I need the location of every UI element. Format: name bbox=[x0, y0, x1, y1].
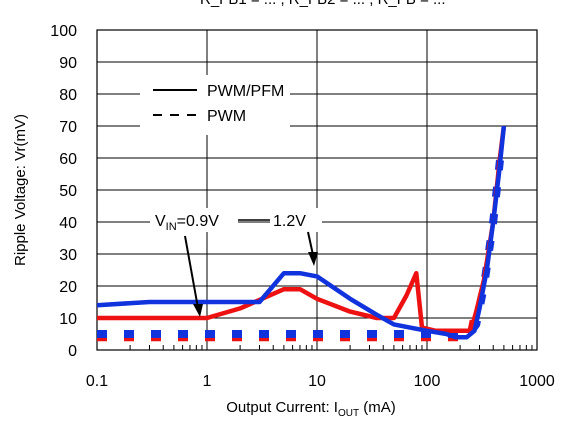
y-tick-label: 40 bbox=[59, 215, 77, 232]
y-tick-label: 100 bbox=[50, 23, 77, 40]
x-axis-label-tail: (mA) bbox=[359, 399, 396, 416]
x-axis-label-sub: OUT bbox=[338, 408, 359, 419]
annotation-vin-sub: IN bbox=[166, 221, 177, 233]
y-tick-label: 50 bbox=[59, 183, 77, 200]
annotation-arrow-1.2v bbox=[307, 231, 314, 256]
x-tick-label: 0.1 bbox=[86, 373, 108, 390]
y-tick-labels: 0 10 20 30 40 50 60 70 80 90 100 bbox=[50, 23, 77, 360]
annotation-arrowhead-1.2v bbox=[308, 252, 318, 266]
top-caption: R_FB1 = ... , R_FB2 = ... , R_FB = ... bbox=[200, 0, 446, 8]
annotation-vin-text: V bbox=[155, 213, 166, 230]
x-axis-label-main: Output Current: I bbox=[226, 399, 338, 416]
y-tick-label: 0 bbox=[68, 343, 77, 360]
x-axis-label: Output Current: IOUT (mA) bbox=[226, 399, 396, 419]
legend-label-pwm: PWM bbox=[207, 108, 246, 125]
x-tick-labels: 0.1 1 10 100 1000 bbox=[86, 373, 555, 390]
annotation-arrowhead-0.9v bbox=[193, 304, 203, 317]
minor-ticks bbox=[129, 345, 533, 350]
y-tick-label: 90 bbox=[59, 55, 77, 72]
legend: PWM/PFM PWM bbox=[140, 75, 290, 135]
y-tick-label: 70 bbox=[59, 119, 77, 136]
y-tick-label: 80 bbox=[59, 87, 77, 104]
x-tick-label: 100 bbox=[414, 373, 441, 390]
annotation-1.2v: 1.2V bbox=[238, 208, 322, 266]
annotation-vin-0.9v: VIN=0.9V bbox=[150, 208, 238, 317]
y-tick-label: 30 bbox=[59, 247, 77, 264]
series-layer bbox=[96, 125, 507, 342]
x-tick-label: 10 bbox=[308, 373, 326, 390]
y-tick-label: 10 bbox=[59, 311, 77, 328]
y-axis-label: Ripple Voltage: Vr(mV) bbox=[12, 114, 29, 266]
annotation-label-1.2v: 1.2V bbox=[273, 213, 306, 230]
plot-frame bbox=[96, 29, 538, 351]
series-line bbox=[96, 125, 507, 340]
x-tick-label: 1 bbox=[203, 373, 212, 390]
y-tick-label: 20 bbox=[59, 279, 77, 296]
series-line bbox=[97, 151, 505, 338]
annotation-vin-tail: =0.9V bbox=[177, 213, 220, 230]
legend-label-pwm-pfm: PWM/PFM bbox=[207, 83, 284, 100]
svg-text:VIN=0.9V: VIN=0.9V bbox=[155, 213, 219, 233]
annotation-arrow-0.9v bbox=[184, 235, 199, 309]
y-tick-label: 60 bbox=[59, 151, 77, 168]
x-tick-label: 1000 bbox=[519, 373, 555, 390]
